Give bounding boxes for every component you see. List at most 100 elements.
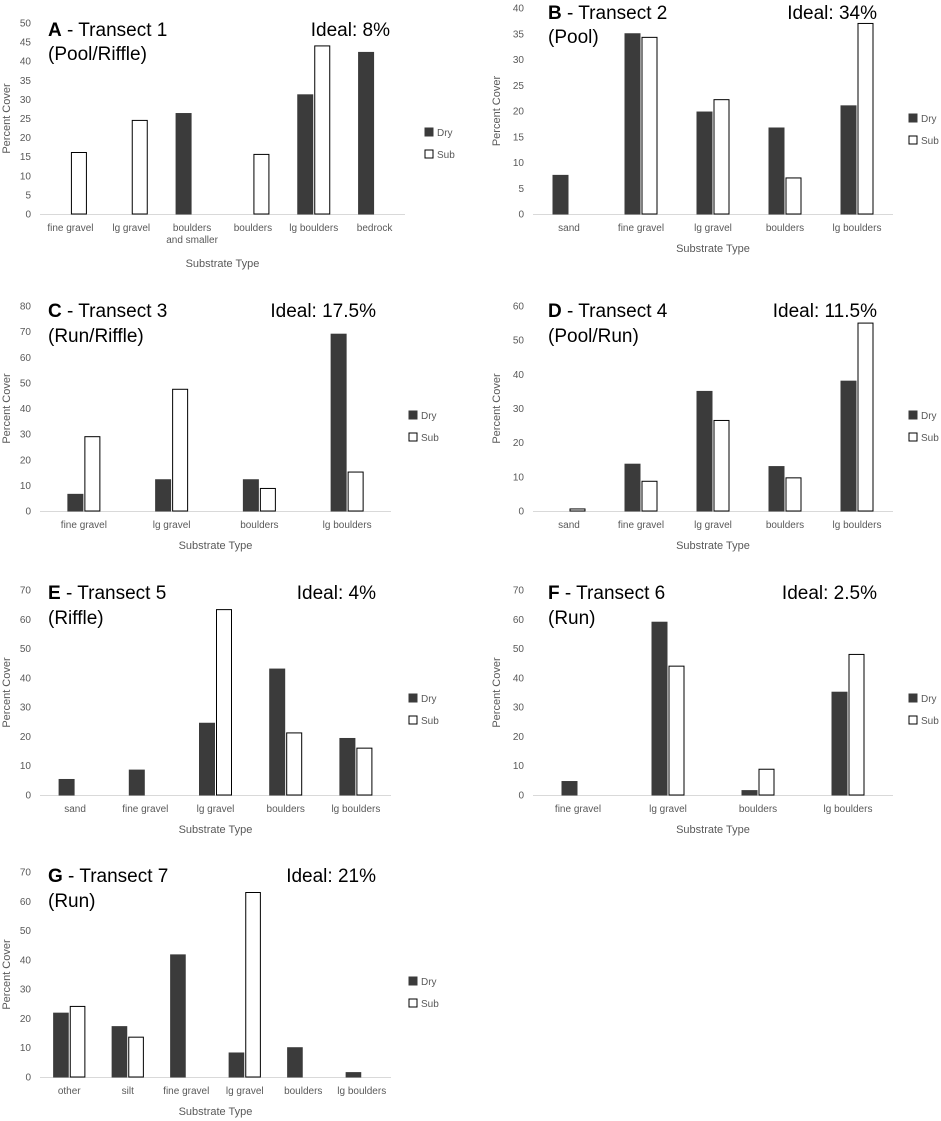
- panel-subtitle: (Riffle): [48, 608, 104, 629]
- x-category-label: fine gravel: [61, 520, 107, 531]
- x-category-label: boulders: [234, 223, 272, 234]
- y-tick-label: 10: [20, 481, 32, 492]
- bar-sub-1: [668, 665, 685, 796]
- y-tick-label: 0: [25, 210, 31, 221]
- x-category-label: boulders: [284, 1086, 322, 1097]
- bar-sub-1: [172, 388, 189, 512]
- bar-sub-0: [84, 436, 101, 512]
- bar-sub-2: [758, 768, 775, 796]
- bar-sub-0: [69, 1005, 86, 1078]
- legend-swatch-sub: [424, 149, 434, 159]
- y-tick-label: 35: [513, 29, 525, 40]
- bar-sub-3: [848, 653, 865, 796]
- y-tick-label: 30: [513, 55, 525, 66]
- bar-dry-4: [339, 737, 356, 796]
- chart-panel-c: 0 10 20 30 40 50 60 70 80 fine gravel lg gravel bou…: [1, 301, 439, 552]
- x-category-label: fine gravel: [163, 1086, 209, 1097]
- y-tick-label: 70: [20, 586, 32, 597]
- y-tick-label: 10: [20, 761, 32, 772]
- bar-sub-2: [216, 609, 232, 796]
- y-axis-title: Percent Cover: [1, 939, 13, 1010]
- chart-panel-a: 0 5 10 15 20 25 30 35 40 45 50 fine gravel lg gravel…: [1, 19, 455, 271]
- x-category-label: lg gravel: [197, 804, 235, 815]
- y-tick-label: 60: [20, 897, 32, 908]
- y-tick-label: 70: [20, 327, 32, 338]
- x-category-label: lg gravel: [649, 804, 687, 815]
- y-tick-label: 0: [518, 791, 524, 802]
- x-category-label: fine gravel: [555, 804, 601, 815]
- bar-sub-3: [253, 153, 270, 215]
- x-category-label: lg gravel: [112, 223, 150, 234]
- y-axis-title: Percent Cover: [1, 373, 13, 444]
- x-category-label: lg boulders: [824, 804, 873, 815]
- y-axis-title: Percent Cover: [1, 657, 13, 728]
- panel-ideal-label: Ideal: 4%: [297, 583, 376, 604]
- y-tick-label: 45: [20, 38, 32, 49]
- bar-dry-1: [651, 621, 668, 796]
- legend-swatch-dry: [908, 410, 918, 420]
- legend-swatch-sub: [408, 715, 418, 725]
- bar-dry-1: [624, 463, 641, 512]
- y-tick-label: 20: [20, 1014, 32, 1025]
- bar-dry-1: [111, 1026, 128, 1078]
- legend-label-sub: Sub: [437, 150, 455, 161]
- y-tick-label: 30: [20, 430, 32, 441]
- y-axis-title: Percent Cover: [491, 657, 503, 728]
- y-tick-label: 50: [20, 644, 32, 655]
- y-tick-label: 60: [513, 302, 525, 313]
- y-tick-label: 0: [518, 210, 524, 221]
- x-category-label: bedrock: [357, 223, 394, 234]
- bar-sub-4: [857, 322, 874, 512]
- y-tick-label: 10: [20, 171, 32, 182]
- bar-sub-3: [785, 477, 802, 512]
- x-category-label: fine gravel: [47, 223, 93, 234]
- y-tick-label: 20: [513, 438, 525, 449]
- y-tick-label: 30: [20, 95, 32, 106]
- bar-dry-4: [840, 105, 857, 215]
- chart-panel-b: 0 5 10 15 20 25 30 35 40 sand fine gravel lg gravel…: [491, 3, 939, 255]
- bar-sub-3: [245, 892, 261, 1078]
- y-tick-label: 10: [513, 761, 525, 772]
- y-tick-label: 50: [513, 336, 525, 347]
- y-tick-label: 20: [20, 732, 32, 743]
- bar-dry-3: [228, 1052, 245, 1078]
- y-tick-label: 50: [20, 926, 32, 937]
- bar-dry-3: [330, 333, 347, 512]
- panel-title: G - Transect 7: [48, 866, 168, 887]
- legend-label-dry: Dry: [921, 694, 937, 705]
- y-tick-label: 20: [20, 133, 32, 144]
- legend-swatch-sub: [408, 998, 418, 1008]
- legend-label-sub: Sub: [921, 716, 939, 727]
- y-tick-label: 70: [20, 868, 32, 879]
- x-category-label: lg boulders: [833, 223, 882, 234]
- bar-sub-4: [356, 747, 373, 796]
- x-axis-title: Substrate Type: [186, 258, 260, 270]
- y-tick-label: 20: [20, 455, 32, 466]
- x-category-label: boulders: [240, 520, 278, 531]
- legend-swatch-dry: [408, 976, 418, 986]
- bar-sub-1: [131, 119, 148, 215]
- bar-dry-0: [58, 778, 75, 796]
- panel-subtitle: (Pool/Run): [548, 326, 639, 347]
- y-tick-label: 40: [513, 4, 525, 15]
- bar-dry-3: [831, 691, 848, 796]
- legend-label-dry: Dry: [421, 411, 437, 422]
- y-tick-label: 70: [513, 586, 525, 597]
- panel-title: E - Transect 5: [48, 583, 166, 604]
- y-tick-label: 10: [513, 158, 525, 169]
- x-category-label: sand: [558, 520, 580, 531]
- bar-dry-1: [128, 769, 145, 796]
- x-category-label: fine gravel: [618, 520, 664, 531]
- x-category-label: lg gravel: [694, 223, 732, 234]
- y-tick-label: 5: [25, 190, 31, 201]
- bar-dry-2: [696, 390, 713, 512]
- bar-dry-5: [358, 51, 375, 215]
- x-category-label: boulders: [267, 804, 305, 815]
- y-tick-label: 50: [20, 378, 32, 389]
- bar-sub-1: [128, 1036, 144, 1078]
- bar-dry-4: [297, 94, 314, 215]
- y-tick-label: 10: [513, 472, 525, 483]
- legend-label-sub: Sub: [421, 716, 439, 727]
- bar-sub-3: [347, 471, 364, 512]
